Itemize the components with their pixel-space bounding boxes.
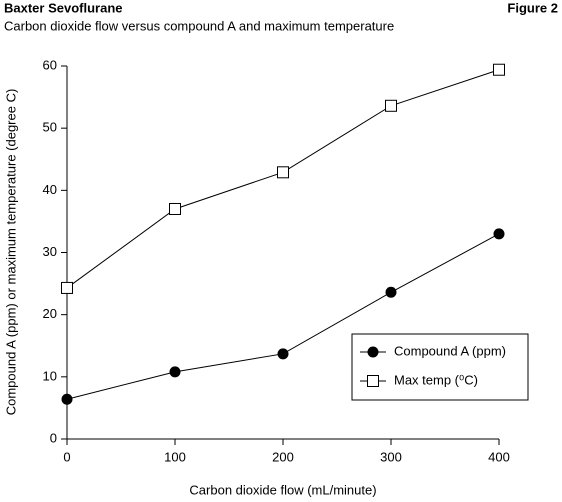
y-tick-label: 50 xyxy=(43,120,57,135)
point-marker xyxy=(385,286,397,298)
legend-marker xyxy=(367,346,379,358)
x-tick-label: 100 xyxy=(164,449,186,464)
series-line xyxy=(66,69,500,289)
point-marker xyxy=(61,281,73,294)
point-marker xyxy=(493,63,505,76)
x-tick-label: 200 xyxy=(272,449,294,464)
point-marker xyxy=(385,99,397,112)
point-marker xyxy=(169,366,181,378)
x-tick-label: 400 xyxy=(488,449,510,464)
point-marker xyxy=(493,228,505,240)
point-marker xyxy=(169,202,181,215)
y-tick-label: 0 xyxy=(50,430,57,445)
legend-label: Max temp (⁰C) xyxy=(394,372,478,387)
y-tick-label: 20 xyxy=(43,306,57,321)
legend-box xyxy=(351,333,529,401)
chart-subtitle: Carbon dioxide flow versus compound A an… xyxy=(4,18,394,33)
point-marker xyxy=(277,166,289,179)
chart-title: Baxter Sevoflurane xyxy=(4,0,123,15)
y-tick-label: 40 xyxy=(43,182,57,197)
y-axis-label: Compound A (ppm) or maximum temperature … xyxy=(3,89,18,416)
x-tick-label: 300 xyxy=(380,449,402,464)
point-marker xyxy=(61,393,73,405)
point-marker xyxy=(277,348,289,360)
x-axis-label: Carbon dioxide flow (mL/minute) xyxy=(189,482,376,497)
x-tick-label: 0 xyxy=(63,449,70,464)
figure-label: Figure 2 xyxy=(507,0,558,15)
legend-label: Compound A (ppm) xyxy=(394,343,506,358)
y-tick-label: 10 xyxy=(43,368,57,383)
legend-marker xyxy=(367,375,379,387)
y-tick-label: 60 xyxy=(43,57,57,72)
y-tick-label: 30 xyxy=(43,244,57,259)
